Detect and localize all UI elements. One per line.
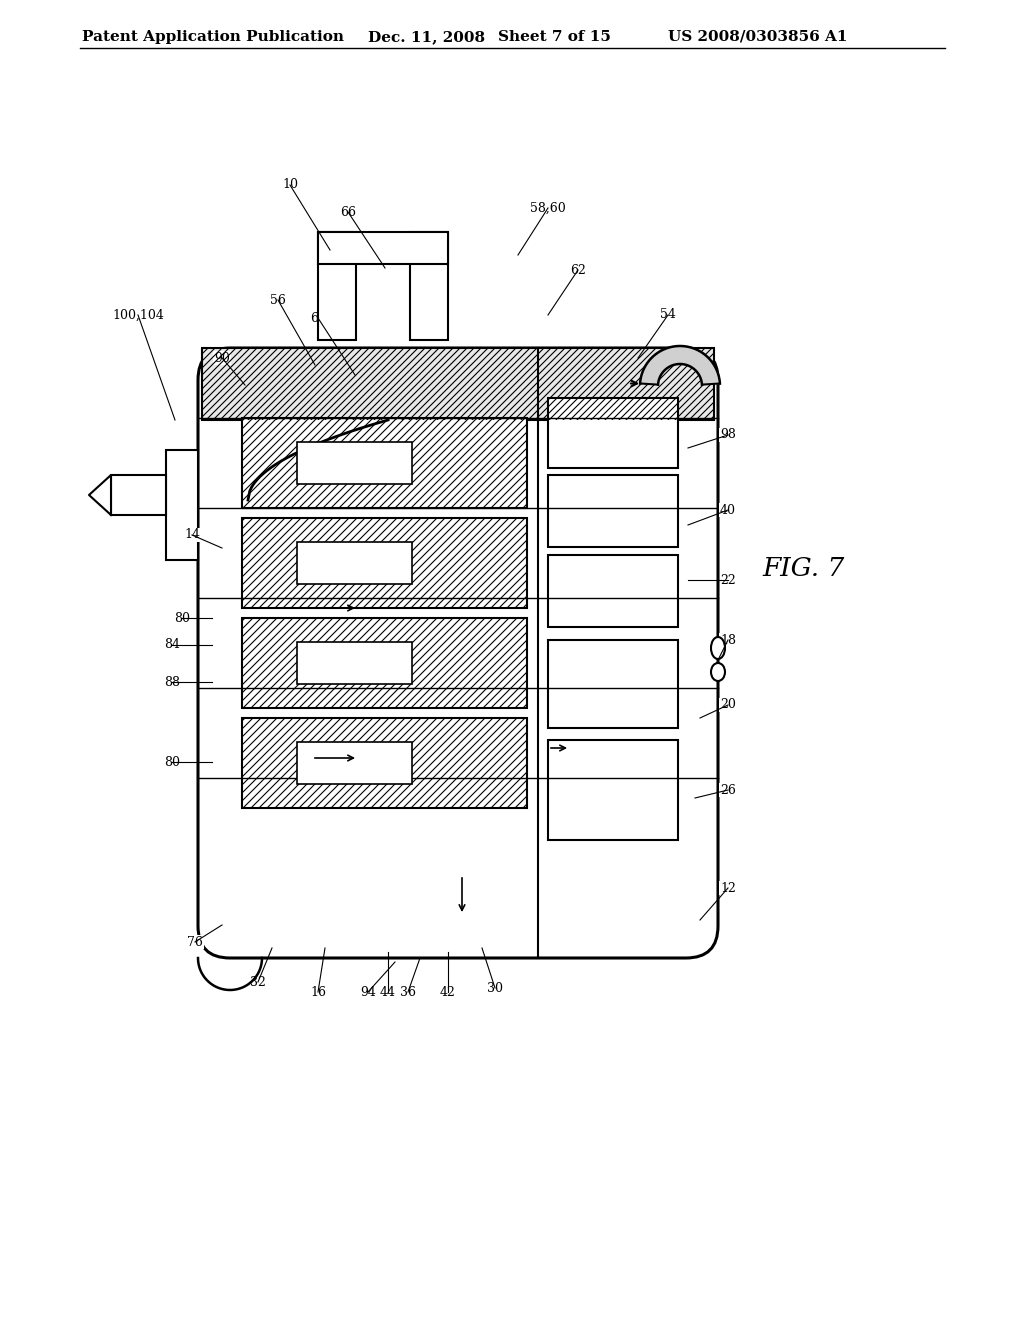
Bar [242, 517, 527, 609]
Bar [297, 642, 412, 684]
Text: 30: 30 [487, 982, 503, 994]
Bar [111, 475, 166, 515]
Text: 80: 80 [164, 755, 180, 768]
Bar [297, 742, 412, 784]
Bar [297, 442, 412, 484]
Polygon shape [89, 475, 111, 515]
Polygon shape [640, 346, 720, 384]
Text: 76: 76 [187, 936, 203, 949]
Bar [202, 348, 714, 420]
Ellipse shape [711, 663, 725, 681]
Text: Patent Application Publication: Patent Application Publication [82, 30, 344, 44]
Text: 14: 14 [184, 528, 200, 541]
Text: 80: 80 [174, 611, 190, 624]
Text: 36: 36 [400, 986, 416, 998]
Text: 42: 42 [440, 986, 456, 998]
Text: 22: 22 [720, 573, 736, 586]
Bar [548, 554, 678, 627]
Text: 98: 98 [720, 429, 736, 441]
Bar [548, 475, 678, 546]
Bar [297, 543, 412, 583]
Text: 18: 18 [720, 634, 736, 647]
Text: 94: 94 [360, 986, 376, 998]
Text: US 2008/0303856 A1: US 2008/0303856 A1 [668, 30, 848, 44]
Bar [410, 232, 449, 341]
Text: 20: 20 [720, 698, 736, 711]
Text: 10: 10 [282, 178, 298, 191]
Text: 26: 26 [720, 784, 736, 796]
Text: 58,60: 58,60 [530, 202, 566, 214]
Bar [242, 618, 527, 708]
Text: 32: 32 [250, 975, 266, 989]
Text: 12: 12 [720, 882, 736, 895]
Text: 54: 54 [660, 309, 676, 322]
Bar [318, 232, 449, 264]
Bar [548, 640, 678, 729]
Text: 88: 88 [164, 676, 180, 689]
Ellipse shape [711, 638, 725, 659]
Text: Sheet 7 of 15: Sheet 7 of 15 [498, 30, 611, 44]
Bar [166, 450, 198, 560]
Text: Dec. 11, 2008: Dec. 11, 2008 [368, 30, 485, 44]
Text: 100,104: 100,104 [112, 309, 164, 322]
Text: 90: 90 [214, 351, 230, 364]
Text: 64: 64 [310, 312, 326, 325]
Text: 84: 84 [164, 639, 180, 652]
Bar [548, 399, 678, 469]
Text: 56: 56 [270, 293, 286, 306]
Text: 44: 44 [380, 986, 396, 998]
Bar [242, 418, 527, 508]
Text: 66: 66 [340, 206, 356, 219]
Text: 40: 40 [720, 503, 736, 516]
Bar [318, 232, 356, 341]
Bar [242, 718, 527, 808]
Bar [548, 741, 678, 840]
Text: 16: 16 [310, 986, 326, 998]
FancyBboxPatch shape [198, 348, 718, 958]
Text: 62: 62 [570, 264, 586, 276]
Text: FIG. 7: FIG. 7 [762, 556, 844, 581]
